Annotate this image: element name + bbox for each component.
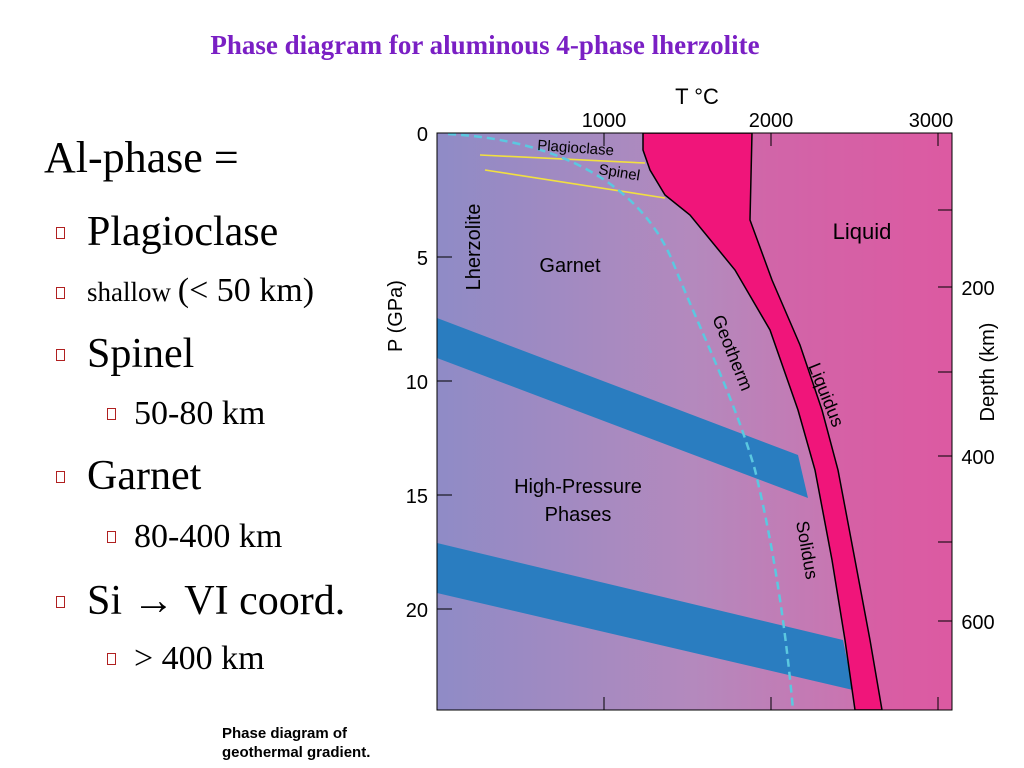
phase-diagram: T °C 1000 2000 3000 0 5 10 15 20 P (GPa)… [385,84,999,711]
liquid-field-label: Liquid [833,219,892,244]
left-tick-label-0: 0 [417,124,428,146]
lherzolite-label: Lherzolite [463,204,485,291]
bullet-icon [56,471,65,484]
right-tick-label-200: 200 [961,278,994,300]
top-tick-label-1000: 1000 [582,110,627,132]
diagram-caption: Phase diagram of geothermal gradient. [222,724,370,762]
al-phase-heading: Al-phase = [44,133,239,182]
bullet-icon [107,653,116,666]
high-pressure-label-line1: High-Pressure [514,476,642,498]
right-axis [938,209,952,622]
top-tick-label-2000: 2000 [749,110,794,132]
top-tick-label-3000: 3000 [909,110,954,132]
spinel-line [484,169,666,199]
hp-band-upper [437,318,808,498]
left-tick-label-10: 10 [406,372,428,394]
top-axis [603,133,939,146]
left-axis [437,132,452,610]
bullet-icon [107,531,116,544]
spinel-field-label: Spinel [597,161,641,184]
garnet-range: 80-400 km [134,518,283,555]
liquid-region [750,133,952,710]
high-pressure-label-line2: Phases [545,504,612,526]
si-label: Si → VI coord. [87,578,346,624]
shallow-label: shallow [87,277,171,307]
list-item-plagioclase: Plagioclase [56,208,278,256]
plagioclase-label: Plagioclase [87,209,279,255]
right-axis-title: Depth (km) [977,323,999,422]
top-axis-title: T °C [675,84,719,109]
list-item-shallow: shallow (< 50 km) [56,272,314,310]
garnet-field-label: Garnet [539,255,601,277]
right-tick-label-400: 400 [961,447,994,469]
caption-line-1: Phase diagram of [222,725,348,742]
right-tick-label-600: 600 [961,612,994,634]
list-item-garnet: Garnet [56,452,201,500]
list-item-si-range: > 400 km [107,640,265,678]
left-tick-label-20: 20 [406,600,428,622]
bullet-icon [56,227,65,240]
list-item-spinel: Spinel [56,330,194,378]
list-item-garnet-range: 80-400 km [107,518,282,556]
geotherm-line [447,133,795,710]
bottom-axis-ticks [603,697,939,710]
bullet-icon [56,286,65,299]
page-title: Phase diagram for aluminous 4-phase lher… [210,30,760,60]
spinel-range: 50-80 km [134,395,266,432]
si-range: > 400 km [134,640,265,677]
bullet-icon [56,349,65,362]
plagioclase-field-label: Plagioclase [537,137,615,159]
left-axis-title: P (GPa) [385,280,407,352]
hp-band-lower [437,543,853,690]
spinel-label: Spinel [87,331,195,377]
left-tick-label-15: 15 [406,486,428,508]
garnet-label: Garnet [87,453,202,499]
list-item-si: Si → VI coord. [56,577,345,625]
plot-frame [436,132,953,711]
bullet-icon [107,408,116,421]
caption-line-2: geothermal gradient. [222,744,371,761]
list-item-spinel-range: 50-80 km [107,395,265,433]
bullet-icon [56,596,65,609]
melt-band [642,133,883,710]
shallow-range: (< 50 km) [177,272,315,309]
left-tick-label-5: 5 [417,248,428,270]
